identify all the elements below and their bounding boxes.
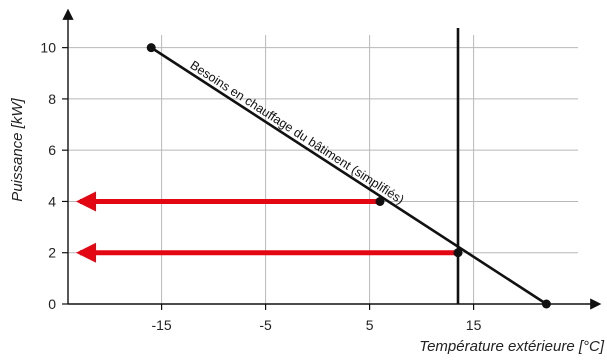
grid [68,35,578,304]
tick-labels: 0 2 4 6 8 10 -15 -5 5 15 [40,40,481,333]
data-point [541,299,551,309]
y-axis-title: Puissance [kW] [9,97,26,201]
axes [62,8,602,310]
series-line [150,46,548,306]
x-axis-title: Température extérieure [°C] [419,338,605,355]
data-point [453,248,463,258]
x-tick-label: -5 [259,317,272,333]
data-point [375,196,385,206]
series [150,28,548,306]
y-tick-label: 10 [40,40,56,56]
x-tick-label: 5 [366,317,374,333]
arrows [76,191,458,263]
y-tick-label: 0 [48,296,56,312]
series-label: Besoins en chauffage du bâtiment (simpli… [188,58,407,207]
x-tick-label: -15 [151,317,171,333]
data-point [146,43,156,53]
y-tick-label: 2 [48,245,56,261]
y-tick-label: 4 [48,193,56,209]
y-tick-label: 6 [48,142,56,158]
y-tick-label: 8 [48,91,56,107]
markers [146,43,551,309]
x-tick-label: 15 [466,317,482,333]
